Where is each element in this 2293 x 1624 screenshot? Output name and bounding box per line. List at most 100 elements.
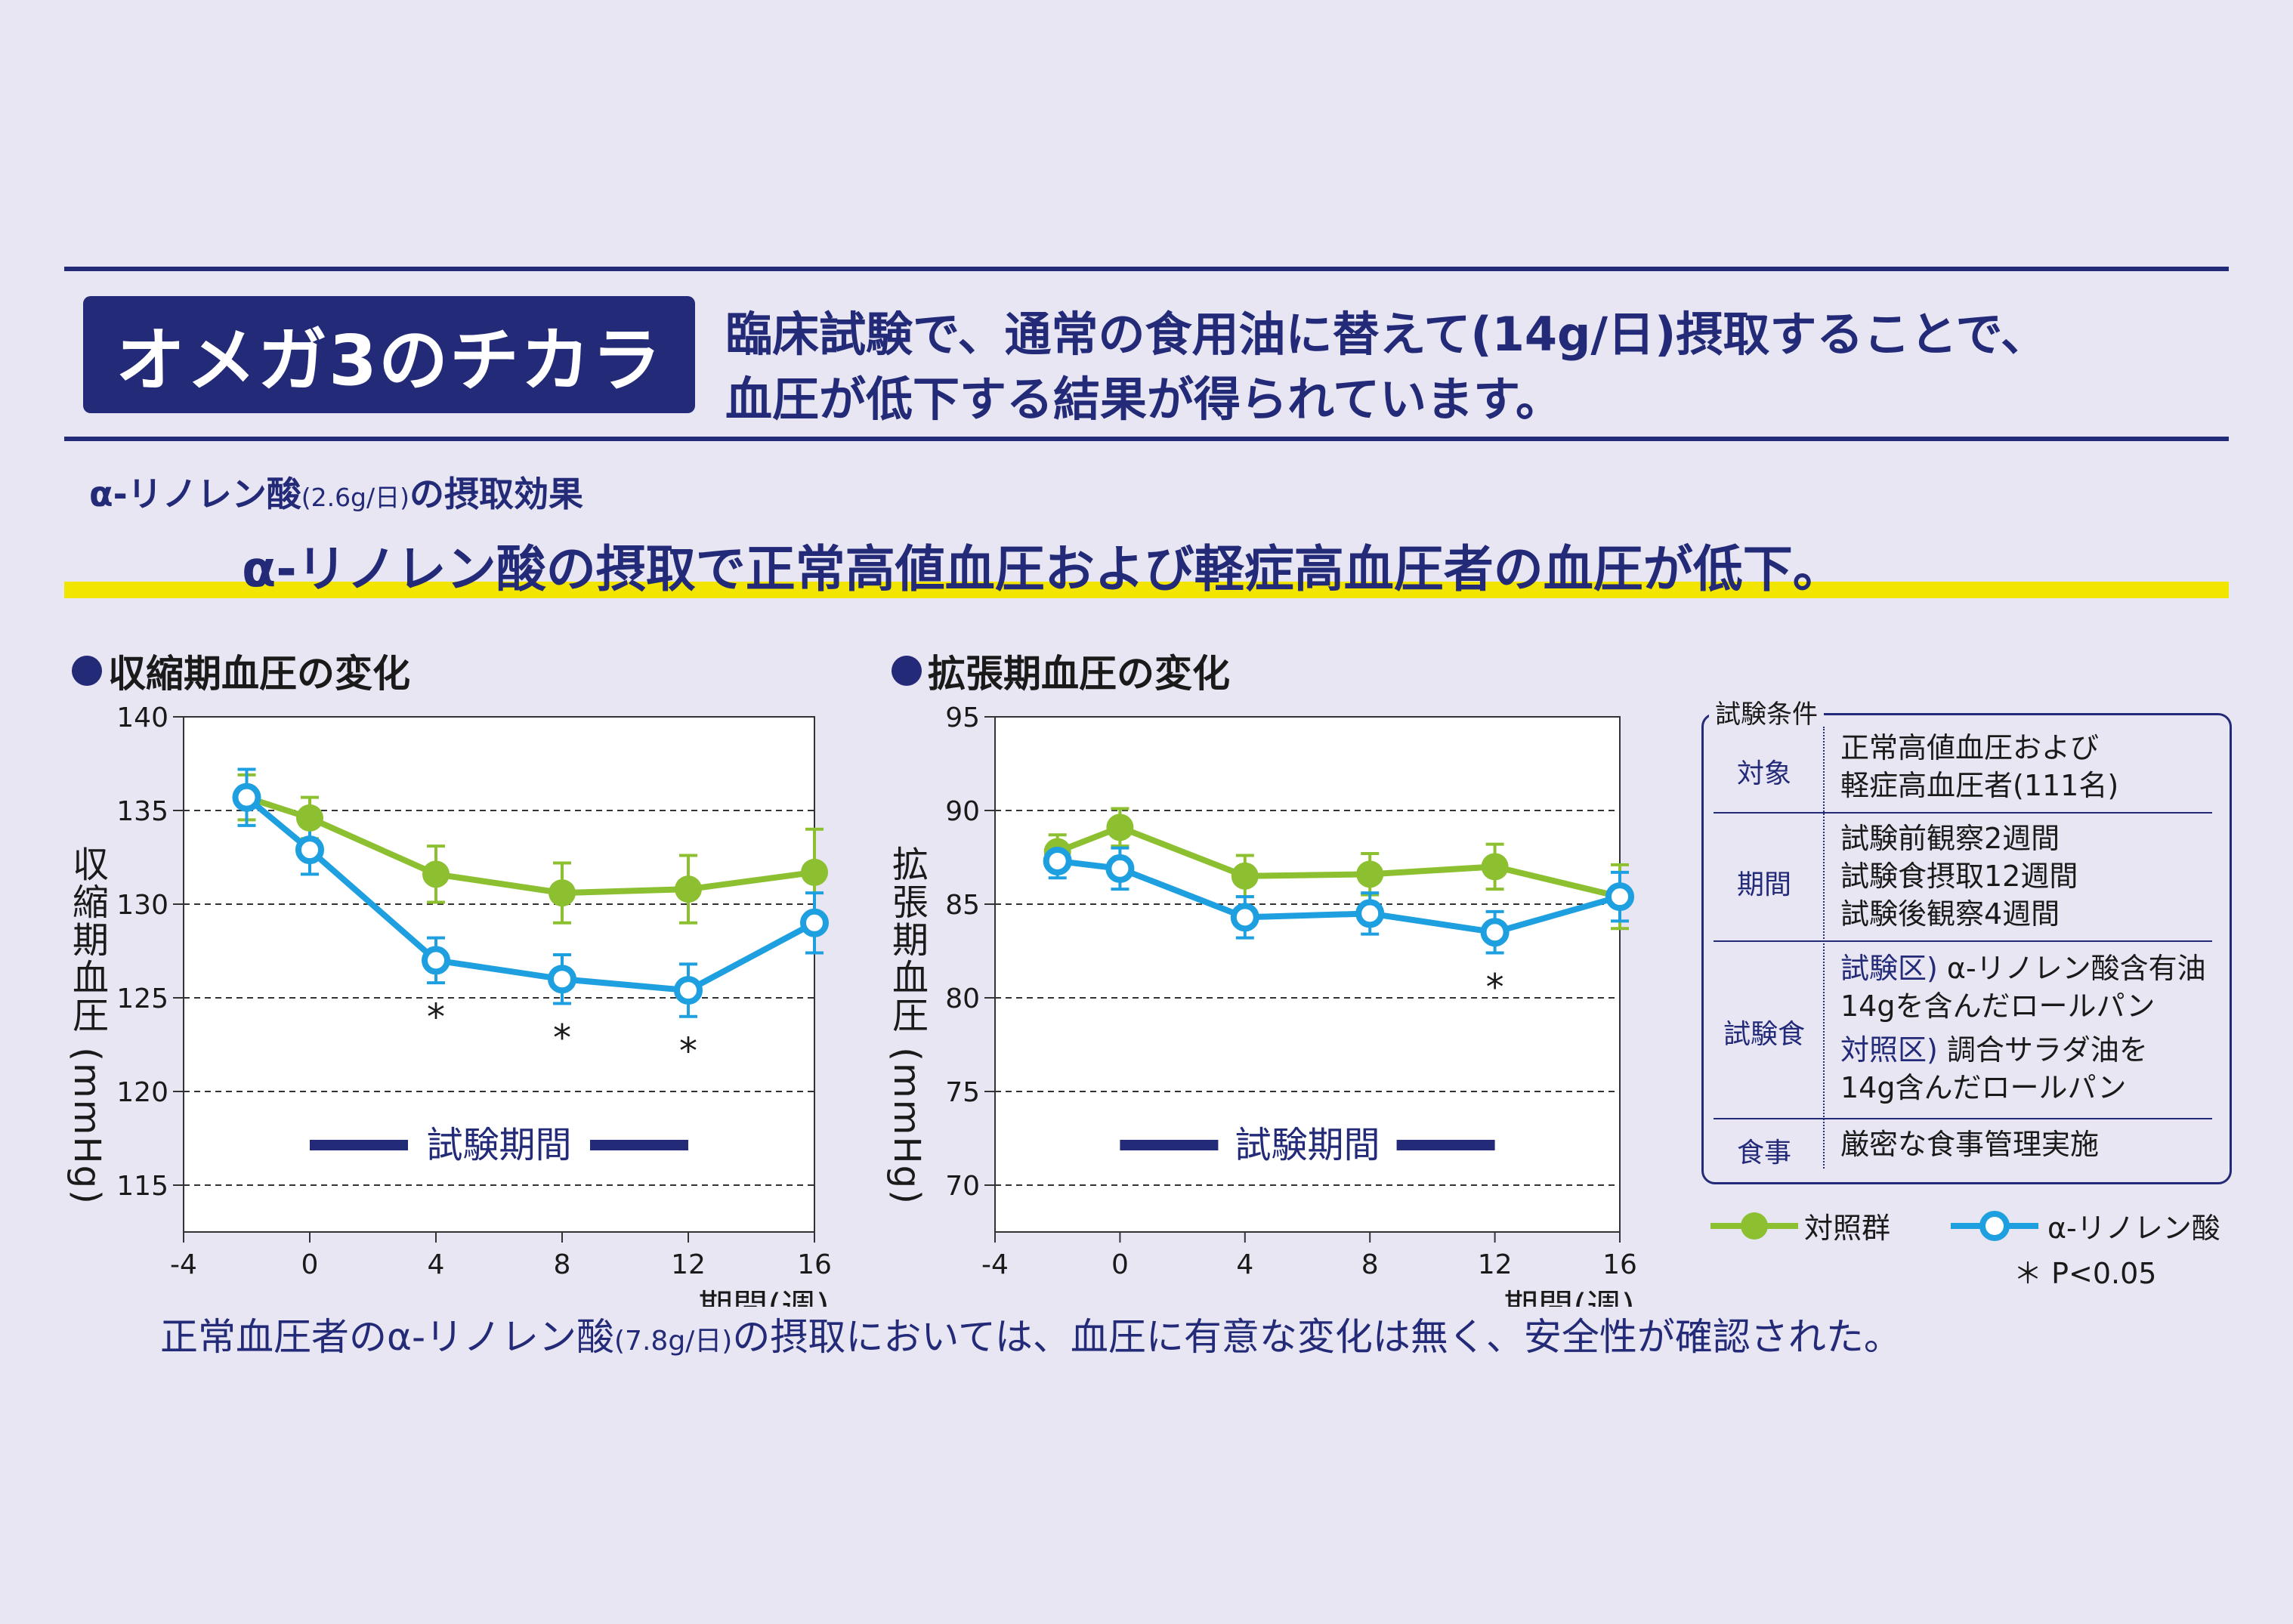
bullet-icon bbox=[892, 656, 922, 686]
x-tick-label: 4 bbox=[1236, 1249, 1253, 1280]
condition-value-subject: 正常高値血圧および 軽症高血圧者(111名) bbox=[1840, 729, 2118, 804]
x-tick-label: -4 bbox=[170, 1249, 197, 1280]
headline-line-1: 臨床試験で、通常の食用油に替えて(14g/日)摂取することで、 bbox=[725, 307, 2048, 362]
condition-line: 対照区) 調合サラダ油を bbox=[1840, 1033, 2148, 1067]
chart-2-title: 拡張期血圧の変化 bbox=[928, 652, 1230, 696]
data-point-treatment bbox=[232, 783, 261, 812]
y-tick-label: 135 bbox=[116, 796, 168, 827]
legend-significance: ＊ P<0.05 bbox=[2013, 1257, 2157, 1290]
data-point-control bbox=[422, 860, 450, 888]
test-period-bar-right bbox=[1396, 1140, 1495, 1150]
footer-dose: (7.8g/日) bbox=[614, 1326, 733, 1357]
legend-control-label: 対照群 bbox=[1804, 1212, 1891, 1245]
y-axis-label: 拡張期血圧 (mmHg) bbox=[885, 845, 928, 1206]
test-group-tag: 試験区) bbox=[1840, 952, 1938, 985]
y-tick-label: 115 bbox=[116, 1171, 168, 1202]
conditions-title: 試験条件 bbox=[1709, 693, 1824, 730]
conditions-divider bbox=[1714, 940, 2212, 942]
legend-control: 対照群 bbox=[1709, 1205, 1890, 1246]
condition-line: 試験後観察4週間 bbox=[1840, 897, 2060, 931]
condition-label-meal: 食事 bbox=[1736, 1138, 1791, 1169]
condition-line: 14g含んだロールパン bbox=[1840, 1071, 2127, 1104]
y-tick-label: 140 bbox=[116, 702, 168, 733]
x-tick-label: 8 bbox=[1361, 1249, 1379, 1280]
footer-note: 正常血圧者のα-リノレン酸(7.8g/日)の摂取においては、血圧に有意な変化は無… bbox=[160, 1307, 1902, 1361]
footer-part-1: 正常血圧者のα-リノレン酸 bbox=[160, 1315, 615, 1359]
x-tick-label: 16 bbox=[797, 1249, 832, 1280]
condition-line: 正常高値血圧および bbox=[1840, 731, 2100, 764]
data-point-control bbox=[549, 879, 576, 907]
headline-line-2: 血圧が低下する結果が得られています。 bbox=[725, 372, 1562, 427]
chart-systolic: 115 120 125 130 135 140 -4 0 4 8 12 16 期間(週) 収縮期血圧 (m… bbox=[66, 702, 832, 1307]
control-group-tag: 対照区) bbox=[1840, 1033, 1938, 1067]
header-bottom-rule bbox=[64, 437, 2229, 441]
condition-line: 14gを含んだロールパン bbox=[1840, 990, 2155, 1023]
x-tick-label: -4 bbox=[981, 1249, 1009, 1280]
y-tick-label: 85 bbox=[945, 890, 980, 921]
data-point-treatment bbox=[1043, 846, 1072, 875]
data-point-control bbox=[1481, 853, 1509, 881]
significance-marker: * bbox=[1486, 966, 1504, 1008]
test-period-label: 試験期間 bbox=[426, 1124, 571, 1166]
data-point-control bbox=[1106, 814, 1134, 841]
x-tick-label: 12 bbox=[1478, 1249, 1513, 1280]
highlight-underline bbox=[64, 582, 2229, 598]
subheading: α-リノレン酸(2.6g/日)の摂取効果 bbox=[89, 467, 583, 517]
x-tick-label: 12 bbox=[671, 1249, 706, 1280]
condition-label-subject: 対象 bbox=[1736, 758, 1791, 789]
data-point-treatment bbox=[674, 976, 703, 1005]
condition-label-test-food: 試験食 bbox=[1723, 1019, 1805, 1050]
condition-line: 試験食摂取12週間 bbox=[1840, 860, 2078, 893]
data-point-treatment bbox=[800, 908, 829, 937]
data-point-control bbox=[675, 875, 702, 903]
y-tick-label: 130 bbox=[116, 890, 168, 921]
data-point-treatment bbox=[1480, 918, 1510, 947]
test-period-label: 試験期間 bbox=[1235, 1124, 1380, 1166]
condition-value-period: 試験前観察2週間 試験食摂取12週間 試験後観察4週間 bbox=[1840, 820, 2078, 933]
legend-treatment-label: α-リノレン酸 bbox=[2047, 1212, 2220, 1245]
plot-area bbox=[995, 717, 1620, 1232]
conditions-separator bbox=[1823, 727, 1825, 1169]
conditions-box bbox=[1701, 713, 2232, 1184]
data-point-treatment bbox=[548, 965, 576, 994]
y-tick-label: 120 bbox=[116, 1077, 168, 1108]
data-point-control bbox=[1356, 860, 1384, 888]
y-tick-label: 95 bbox=[945, 702, 980, 733]
condition-line: 軽症高血圧者(111名) bbox=[1840, 769, 2119, 802]
condition-value-test-food: 試験区) α-リノレン酸含有油 14gを含んだロールパン 対照区) 調合サラダ油… bbox=[1840, 949, 2206, 1107]
condition-line: 試験区) α-リノレン酸含有油 bbox=[1840, 952, 2206, 985]
condition-value-meal: 厳密な食事管理実施 bbox=[1840, 1125, 2099, 1163]
y-tick-label: 125 bbox=[116, 983, 168, 1014]
chart-1-title: 収縮期血圧の変化 bbox=[108, 652, 410, 696]
chart-2-title-row: 拡張期血圧の変化 bbox=[892, 644, 1230, 698]
legend-control-marker-icon bbox=[1710, 1212, 1798, 1240]
legend-treatment-marker-icon bbox=[1951, 1210, 2038, 1241]
test-period-bar-left bbox=[1120, 1140, 1219, 1150]
subheading-rest: の摂取効果 bbox=[409, 474, 583, 514]
x-tick-label: 4 bbox=[428, 1249, 445, 1280]
data-point-control bbox=[801, 858, 828, 886]
plot-frame bbox=[183, 716, 815, 1233]
significance-marker: * bbox=[427, 996, 445, 1039]
data-point-treatment bbox=[295, 835, 324, 865]
plot-area bbox=[184, 717, 814, 1232]
data-point-treatment bbox=[1105, 854, 1135, 883]
conditions-divider bbox=[1714, 1118, 2212, 1119]
condition-label-period: 期間 bbox=[1736, 869, 1791, 900]
data-point-treatment bbox=[1605, 882, 1634, 912]
significance-marker: * bbox=[679, 1030, 697, 1073]
data-point-treatment bbox=[422, 946, 450, 975]
x-axis-label: 期間(週) bbox=[698, 1286, 830, 1307]
footer-part-2: の摂取においては、血圧に有意な変化は無く、安全性が確認された。 bbox=[732, 1315, 1902, 1359]
data-point-control bbox=[1231, 862, 1259, 890]
y-tick-label: 90 bbox=[945, 796, 980, 827]
x-axis-label: 期間(週) bbox=[1503, 1286, 1635, 1307]
data-point-treatment bbox=[1355, 899, 1385, 928]
y-axis-label: 収縮期血圧 (mmHg) bbox=[66, 845, 108, 1206]
conditions-divider bbox=[1714, 812, 2212, 814]
top-rule bbox=[64, 267, 2229, 271]
subheading-main: α-リノレン酸 bbox=[89, 474, 301, 514]
data-point-control bbox=[296, 804, 323, 832]
chart-1-title-row: 収縮期血圧の変化 bbox=[72, 644, 410, 698]
x-tick-label: 8 bbox=[554, 1249, 571, 1280]
